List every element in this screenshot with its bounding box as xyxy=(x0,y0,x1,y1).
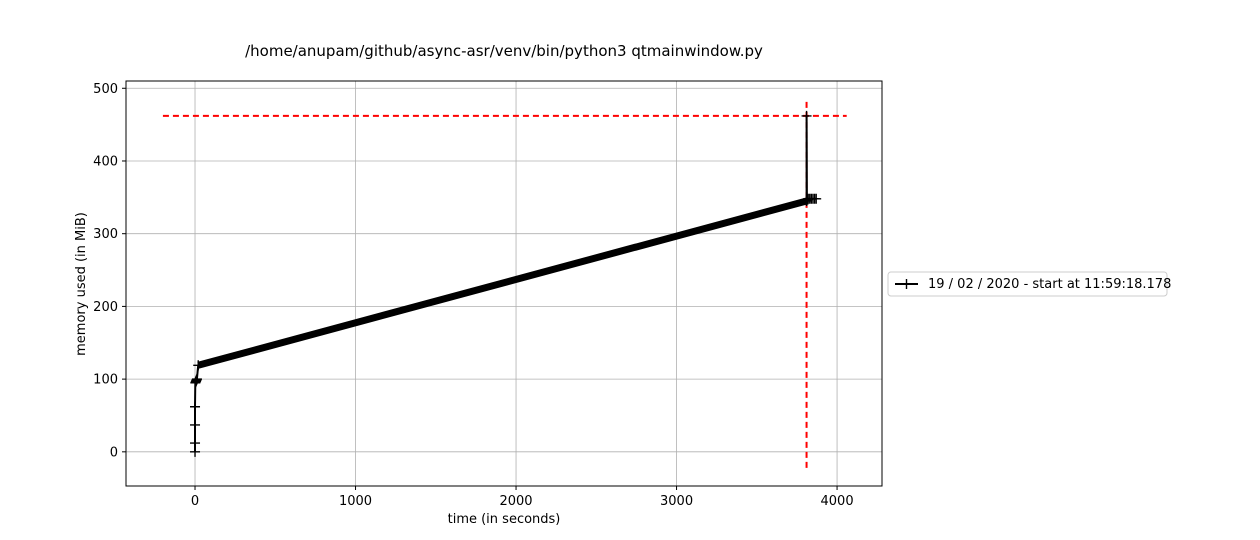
grid xyxy=(126,81,882,486)
x-axis-label: time (in seconds) xyxy=(448,512,561,527)
x-axis-ticks: 0 1000 2000 3000 4000 xyxy=(191,486,854,509)
annotations xyxy=(162,98,847,468)
data-point xyxy=(190,446,201,457)
data-point xyxy=(801,110,812,121)
y-tick-label: 500 xyxy=(93,82,118,97)
y-tick-label: 200 xyxy=(93,300,118,315)
series-layer xyxy=(190,110,822,457)
data-point xyxy=(193,360,204,371)
data-point xyxy=(191,374,202,385)
legend-label: 19 / 02 / 2020 - start at 11:59:18.178 xyxy=(928,277,1171,292)
y-tick-label: 400 xyxy=(93,154,118,169)
x-tick-label: 0 xyxy=(191,494,199,509)
legend-marker xyxy=(901,279,912,289)
legend-frame xyxy=(887,271,1168,297)
x-tick-label: 2000 xyxy=(499,494,532,509)
y-tick-label: 300 xyxy=(93,227,118,242)
x-tick-label: 4000 xyxy=(821,494,854,509)
data-point xyxy=(190,419,201,430)
y-tick-label: 100 xyxy=(93,373,118,388)
dense-marker-band xyxy=(197,197,808,369)
data-point xyxy=(811,193,822,204)
data-point xyxy=(190,401,201,412)
y-axis-ticks: 0 100 200 300 400 500 xyxy=(93,82,126,460)
chart-title: /home/anupam/github/async-asr/venv/bin/p… xyxy=(245,42,763,60)
data-point xyxy=(190,438,201,449)
y-tick-label: 0 xyxy=(110,445,118,460)
plot-frame xyxy=(125,80,883,487)
y-axis-label: memory used (in MiB) xyxy=(74,212,89,356)
x-tick-label: 3000 xyxy=(660,494,693,509)
legend: 19 / 02 / 2020 - start at 11:59:18.178 xyxy=(887,271,1171,297)
x-tick-label: 1000 xyxy=(339,494,372,509)
